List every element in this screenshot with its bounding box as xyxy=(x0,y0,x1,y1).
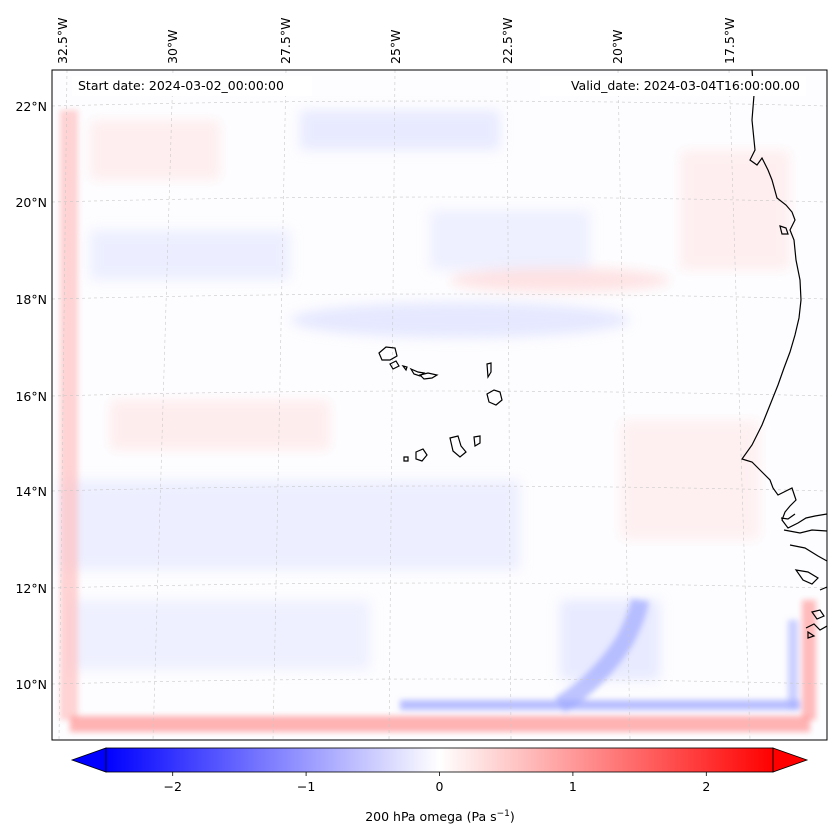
omega-south-boundary-red xyxy=(70,716,810,732)
lat-label: 20°N xyxy=(15,195,47,210)
latitude-labels: 22°N 20°N 18°N 16°N 14°N 12°N 10°N xyxy=(15,99,47,692)
graticule-parallel xyxy=(52,678,827,685)
colorbar-gradient xyxy=(106,748,773,772)
start-date-label: Start date: 2024-03-02_00:00:00 xyxy=(78,78,284,93)
omega-west-boundary-red xyxy=(60,110,78,720)
longitude-labels: 32.5°W 30°W 27.5°W 25°W 22.5°W 20°W 17.5… xyxy=(55,18,737,64)
colorbar-tick-label: −1 xyxy=(297,779,315,794)
omega-patch-north-red xyxy=(90,120,220,180)
island-sal xyxy=(486,362,492,379)
colorbar-extend-max xyxy=(772,747,809,773)
omega-patch-ne-corner-red xyxy=(680,150,790,270)
guinea-coast-south xyxy=(805,623,827,631)
graticule-parallel xyxy=(52,100,827,107)
lat-label: 22°N xyxy=(15,99,47,114)
island-sao-vicente xyxy=(389,360,400,370)
island-maio xyxy=(473,435,481,447)
island-brava xyxy=(403,456,409,462)
omega-patch-south-blue xyxy=(60,480,520,570)
lon-label: 25°W xyxy=(388,29,403,64)
colorbar-ticks: −2 −1 0 1 2 xyxy=(163,772,710,794)
island-boa-vista xyxy=(486,389,503,406)
dakar-peninsula xyxy=(779,225,789,235)
colorbar-tick-label: 1 xyxy=(569,779,577,794)
omega-patch-central-blue-band xyxy=(290,302,630,338)
omega-south-inner-blue xyxy=(400,700,800,710)
graticule-meridian xyxy=(272,70,287,740)
cape-verde-islands xyxy=(378,346,503,462)
graticule-parallel xyxy=(52,293,827,300)
graticule-meridian xyxy=(506,70,512,740)
omega-patch-ne-red-band xyxy=(450,268,670,292)
omega-east-boundary-red xyxy=(802,600,816,720)
omega-patch-mid-blue xyxy=(90,230,290,280)
colorbar-tick-label: −2 xyxy=(163,779,181,794)
omega-east-inner-blue xyxy=(788,620,798,710)
omega-patch-ne-blue xyxy=(430,210,590,270)
colorbar: −2 −1 0 1 2 200 hPa omega (Pa s−1) xyxy=(70,747,809,824)
omega-patch-east-red xyxy=(620,420,760,540)
africa-coastline xyxy=(741,70,827,529)
omega-patch-west-red xyxy=(110,400,330,450)
lat-label: 14°N xyxy=(15,484,47,499)
lat-label: 18°N xyxy=(15,292,47,307)
guinea-coast xyxy=(819,586,827,591)
island-santiago xyxy=(449,435,467,458)
island-santa-luzia xyxy=(401,365,408,372)
valid-date-box xyxy=(540,76,806,96)
graticule-meridian xyxy=(728,70,751,740)
omega-patch-sw-blue xyxy=(70,600,370,670)
omega-field xyxy=(60,110,816,732)
island-sao-nicolau-east xyxy=(418,372,439,380)
lon-label: 17.5°W xyxy=(722,18,737,64)
coastline-inlet xyxy=(780,513,796,520)
lon-label: 20°W xyxy=(610,29,625,64)
colorbar-extend-min xyxy=(70,747,107,773)
valid-date-label: Valid_date: 2024-03-04T16:00:00.00 xyxy=(571,78,800,93)
island-santo-antao xyxy=(378,346,398,361)
lon-label: 22.5°W xyxy=(500,18,515,64)
omega-patch-east-blue xyxy=(300,110,500,150)
lon-label: 30°W xyxy=(165,29,180,64)
gambia-river-coast xyxy=(783,529,827,534)
graticule-meridian xyxy=(58,70,68,740)
graticule-parallel xyxy=(52,485,827,492)
lon-label: 32.5°W xyxy=(55,18,70,64)
lon-label: 27.5°W xyxy=(278,18,293,64)
graticule-meridian xyxy=(152,70,174,740)
map-frame xyxy=(51,69,828,741)
lat-label: 10°N xyxy=(15,677,47,692)
lat-label: 12°N xyxy=(15,581,47,596)
island-fogo xyxy=(415,448,428,462)
guinea-bissau-coast xyxy=(789,544,827,562)
coastlines xyxy=(741,70,827,639)
graticule-parallel xyxy=(52,390,827,397)
guinea-island xyxy=(807,630,816,639)
graticule-meridian xyxy=(617,70,631,740)
graticule-meridian xyxy=(388,70,396,740)
guinea-bissau-islands xyxy=(794,569,819,585)
omega-diagonal-blue-streak xyxy=(555,598,649,713)
colorbar-label: 200 hPa omega (Pa s−1) xyxy=(365,809,515,824)
map-panel: Start date: 2024-03-02_00:00:00 Valid_da… xyxy=(51,69,828,741)
colorbar-tick-label: 0 xyxy=(436,779,444,794)
bijagos-island xyxy=(810,609,825,620)
graticule xyxy=(52,70,827,740)
start-date-box xyxy=(72,76,312,96)
lat-label: 16°N xyxy=(15,389,47,404)
graticule-parallel xyxy=(52,582,827,589)
colorbar-tick-label: 2 xyxy=(702,779,710,794)
graticule-parallel xyxy=(52,196,827,203)
